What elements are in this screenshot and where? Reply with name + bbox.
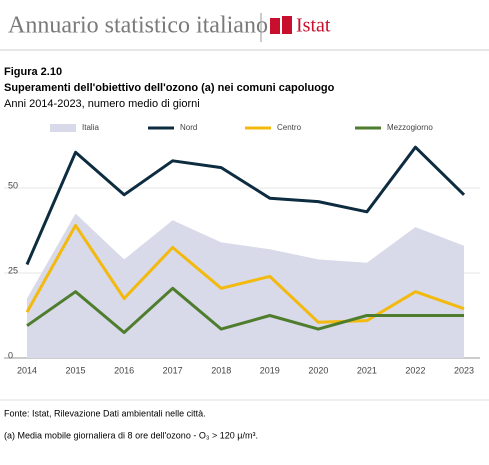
y-tick-label: 25: [8, 265, 18, 275]
line: [25, 145, 466, 266]
figure-label: Figura 2.10: [4, 66, 62, 78]
x-tick-label: 2016: [114, 365, 134, 375]
x-tick-label: 2020: [308, 365, 328, 375]
line: [25, 223, 465, 324]
line: [26, 286, 464, 334]
chart-title: Superamenti dell'obiettivo dell'ozono (a…: [4, 82, 335, 94]
header-title: Annuario statistico italiano: [8, 13, 268, 39]
x-tick-label: 2023: [454, 365, 474, 375]
legend-label: Italia: [82, 123, 99, 132]
logo-icon: [270, 16, 292, 34]
note: (a) Media mobile giornaliera di 8 ore de…: [4, 430, 258, 440]
legend-label: Centro: [277, 123, 302, 132]
legend-label: Nord: [180, 123, 197, 132]
x-tick-label: 2021: [357, 365, 377, 375]
x-tick-label: 2014: [17, 365, 37, 375]
source: Fonte: Istat, Rilevazione Dati ambiental…: [4, 408, 206, 418]
chart-subtitle: Anni 2014-2023, numero medio di giorni: [4, 98, 200, 110]
x-tick-label: 2022: [405, 365, 425, 375]
header-logo: Istat: [296, 15, 331, 37]
area: [27, 213, 464, 358]
x-tick-label: 2019: [260, 365, 280, 375]
x-tick-label: 2018: [211, 365, 231, 375]
x-tick-label: 2015: [66, 365, 86, 375]
legend-swatch: [50, 124, 76, 132]
y-tick-label: 0: [8, 350, 13, 360]
legend-label: Mezzogiorno: [387, 123, 433, 132]
y-tick-label: 50: [8, 180, 18, 190]
x-tick-label: 2017: [163, 365, 183, 375]
